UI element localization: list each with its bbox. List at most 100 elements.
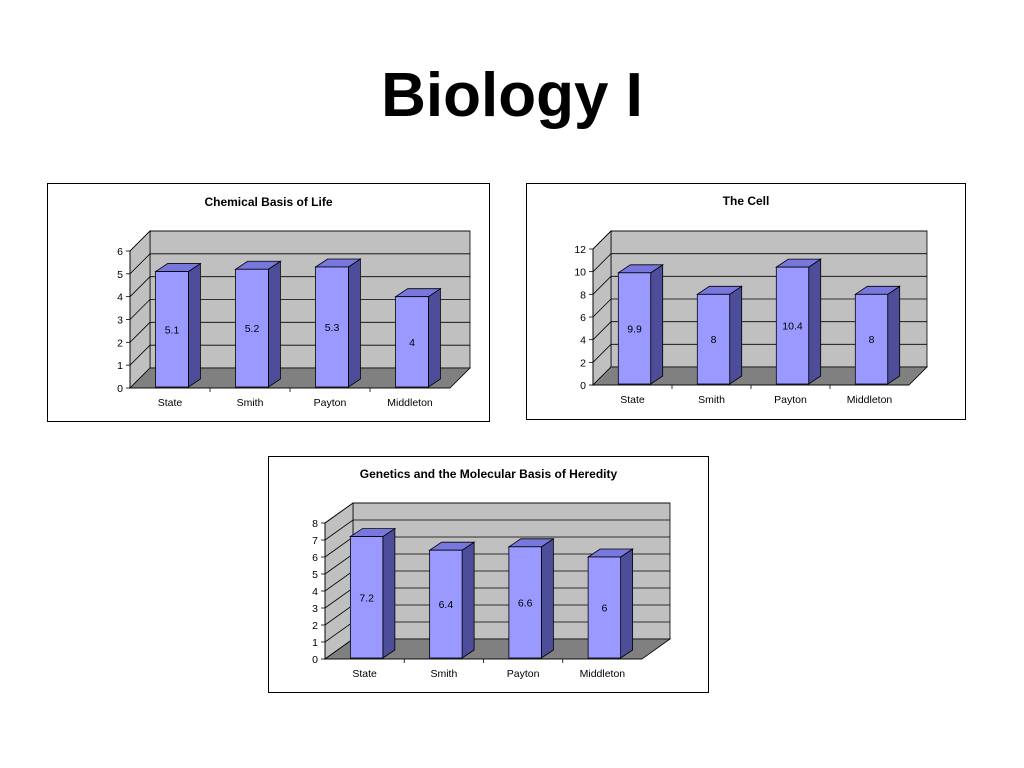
gridline xyxy=(592,253,927,272)
bar-front xyxy=(349,536,384,659)
y-tick-label: 3 xyxy=(312,603,318,615)
y-tick-label: 1 xyxy=(312,637,318,649)
gridline xyxy=(592,298,927,318)
data-label: 6.6 xyxy=(518,597,533,609)
chart-title: Genetics and the Molecular Basis of Here… xyxy=(360,467,618,481)
gridline xyxy=(324,519,670,541)
x-tick-label: Payton xyxy=(314,397,347,409)
bar-smith xyxy=(695,285,744,385)
x-tick-label: State xyxy=(352,668,377,680)
y-tick-label: 1 xyxy=(117,360,123,372)
y-tick-label: 7 xyxy=(312,535,318,547)
gridline xyxy=(129,299,470,320)
chart-title: The Cell xyxy=(723,194,770,208)
gridline xyxy=(592,275,927,295)
gridline xyxy=(592,230,927,250)
y-tick-label: 10 xyxy=(574,267,586,279)
bar-payton xyxy=(507,538,555,659)
bar-front xyxy=(315,266,349,388)
y-tick-label: 0 xyxy=(580,380,586,392)
bar-front xyxy=(587,556,622,659)
bar-smith xyxy=(428,541,476,659)
bar-payton xyxy=(774,258,823,385)
bar-side xyxy=(461,541,475,659)
bar-middleton xyxy=(394,287,442,388)
bar-payton xyxy=(314,258,362,388)
y-tick-label: 6 xyxy=(117,246,123,258)
data-label: 8 xyxy=(869,334,875,346)
data-label: 10.4 xyxy=(782,321,803,333)
bar-front xyxy=(235,268,269,388)
bar-side xyxy=(808,258,822,385)
x-tick-label: State xyxy=(158,397,183,409)
gridline xyxy=(129,276,470,297)
bar-front xyxy=(617,272,652,385)
y-tick-label: 2 xyxy=(117,337,123,349)
chart-svg: Chemical Basis of Life 0 1 2 3 4 5 6 5.1 State 5.2… xyxy=(117,195,471,409)
bar-state xyxy=(616,264,665,385)
data-label: 7.2 xyxy=(359,592,374,604)
bar-front xyxy=(508,546,542,659)
chart-genetics-heredity: Genetics and the Molecular Basis of Here… xyxy=(268,456,709,693)
y-tick-label: 6 xyxy=(312,552,318,564)
data-label: 6 xyxy=(601,603,607,615)
data-label: 9.9 xyxy=(627,323,642,335)
gridline xyxy=(129,321,470,343)
y-tick-label: 0 xyxy=(117,383,123,395)
bar-front xyxy=(429,549,463,659)
x-tick-label: State xyxy=(620,394,645,406)
data-label: 5.2 xyxy=(245,323,260,335)
bar-side xyxy=(650,264,664,385)
x-tick-label: Middleton xyxy=(580,668,626,680)
y-tick-label: 4 xyxy=(312,586,318,598)
y-tick-label: 4 xyxy=(117,292,123,304)
y-tick-label: 0 xyxy=(312,654,318,666)
y-tick-label: 3 xyxy=(117,315,123,327)
y-tick-label: 5 xyxy=(117,269,123,281)
bar-side xyxy=(382,527,396,659)
bar-side xyxy=(187,262,201,388)
bar-front xyxy=(775,266,810,385)
x-tick-label: Smith xyxy=(430,668,457,680)
y-tick-label: 2 xyxy=(312,620,318,632)
bar-middleton xyxy=(586,548,634,659)
data-label: 4 xyxy=(409,337,415,349)
x-tick-label: Smith xyxy=(698,394,725,406)
bar-side xyxy=(620,548,634,659)
bar-side xyxy=(347,258,361,388)
data-label: 6.4 xyxy=(439,599,454,611)
x-tick-label: Middleton xyxy=(387,397,433,409)
y-tick-label: 4 xyxy=(580,335,586,347)
bar-front xyxy=(854,293,889,385)
x-tick-label: Payton xyxy=(507,668,540,680)
bar-side xyxy=(540,538,554,659)
page-title: Biology I xyxy=(381,61,643,130)
data-label: 5.3 xyxy=(325,322,340,334)
bar-front xyxy=(696,293,731,385)
y-tick-label: 6 xyxy=(580,312,586,324)
bar-side xyxy=(427,287,441,388)
gridline xyxy=(129,253,470,275)
data-label: 5.1 xyxy=(165,324,180,336)
bar-front xyxy=(155,271,189,388)
y-tick-label: 12 xyxy=(574,244,586,256)
bar-side xyxy=(267,260,281,388)
gridline xyxy=(129,230,470,252)
chart-svg: Genetics and the Molecular Basis of Here… xyxy=(312,467,672,680)
gridline xyxy=(129,344,470,366)
y-tick-label: 5 xyxy=(312,569,318,581)
gridline xyxy=(592,343,927,363)
bar-smith xyxy=(234,260,282,388)
chart-the-cell: The Cell 0 2 4 6 8 10 12 9.9 State 8 Smith 10.4 Payto… xyxy=(526,183,966,420)
x-tick-label: Middleton xyxy=(847,394,893,406)
gridline xyxy=(324,502,670,524)
x-tick-label: Payton xyxy=(774,394,807,406)
data-label: 8 xyxy=(711,334,717,346)
y-tick-label: 8 xyxy=(580,289,586,301)
chart-title: Chemical Basis of Life xyxy=(204,195,332,209)
x-tick-label: Smith xyxy=(237,397,264,409)
y-tick-label: 8 xyxy=(312,518,318,530)
bar-side xyxy=(729,285,743,385)
bar-front xyxy=(395,296,429,388)
bar-state xyxy=(349,527,397,659)
